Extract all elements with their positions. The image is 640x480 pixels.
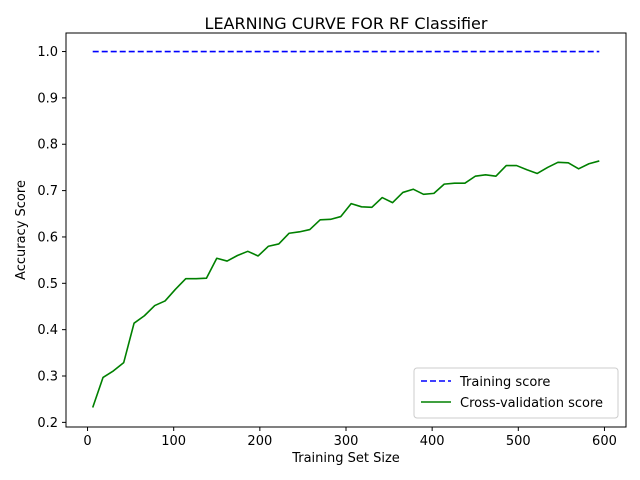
x-tick-label: 400 [420,434,445,449]
legend: Training score Cross-validation score [413,367,619,419]
cross-validation-score-line [91,160,600,408]
y-axis-ticks: 0.2 0.3 0.4 0.5 0.6 0.7 0.8 0.9 1.0 [37,45,66,431]
plot-frame [65,32,627,428]
legend-label-cross-validation: Cross-validation score [460,396,603,411]
x-axis-ticks: 0 100 200 300 400 500 600 [83,427,617,449]
y-tick-label: 0.6 [37,230,58,245]
y-tick-label: 0.5 [37,277,58,292]
y-tick-label: 0.4 [37,323,58,338]
legend-box [413,367,619,419]
plot-area [66,33,626,427]
series-layer [91,50,600,408]
y-tick-label: 0.2 [37,416,58,431]
x-tick-label: 0 [83,434,91,449]
y-tick-label: 1.0 [37,45,58,60]
x-tick-label: 300 [334,434,359,449]
chart-title: LEARNING CURVE FOR RF Classifier [205,14,488,33]
y-tick-label: 0.7 [37,184,58,199]
y-axis-label: Accuracy Score [14,180,29,280]
y-tick-label: 0.8 [37,138,58,153]
x-tick-label: 100 [161,434,186,449]
y-tick-label: 0.9 [37,91,58,106]
x-tick-label: 600 [592,434,617,449]
y-tick-label: 0.3 [37,370,58,385]
x-axis-label: Training Set Size [291,451,400,466]
x-tick-label: 200 [247,434,272,449]
legend-label-training: Training score [459,375,550,390]
x-tick-label: 500 [506,434,531,449]
